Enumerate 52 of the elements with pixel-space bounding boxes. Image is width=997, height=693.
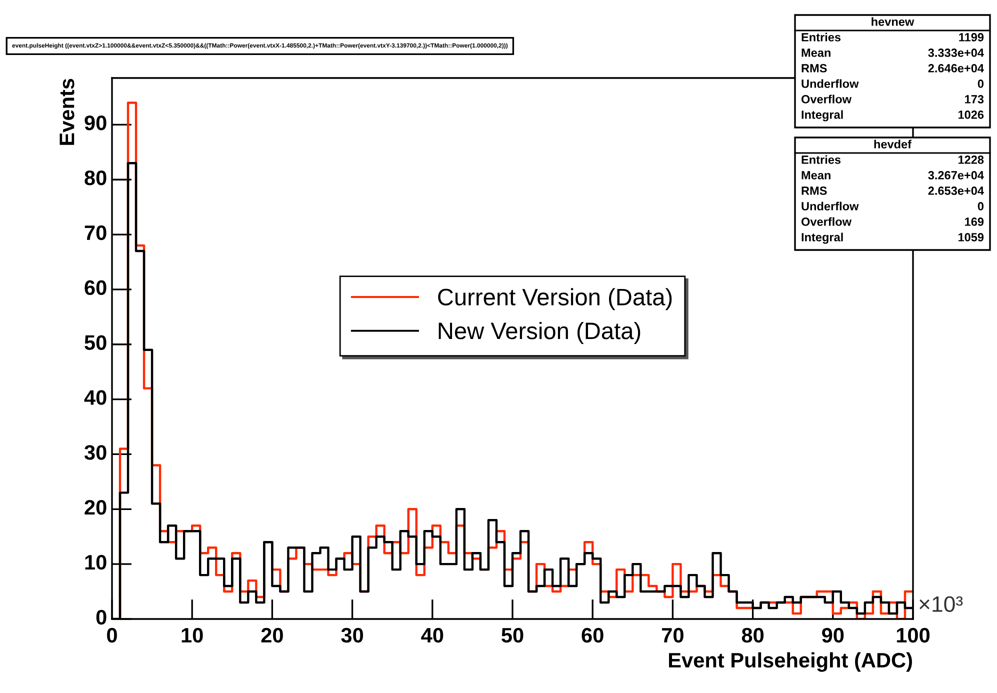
x-tick-label: 40: [421, 628, 444, 643]
text: 169: [965, 218, 984, 226]
text: Mean: [802, 48, 830, 57]
legend-label: Current Version (Data): [438, 288, 672, 310]
x-tick-label: 50: [502, 628, 524, 643]
text: 1228: [958, 156, 984, 164]
y-tick-label: 60: [84, 280, 106, 296]
annotation: Underflow: [802, 202, 859, 210]
annotation: Overflow: [801, 217, 852, 226]
annotation: Integral: [802, 232, 843, 244]
annotation: Integral: [802, 110, 843, 122]
annotation: Entries: [802, 155, 841, 164]
annotation: hevdef: [874, 140, 912, 148]
text: Entries: [802, 32, 841, 42]
text: 2.653e+04: [928, 186, 984, 195]
text: 1026: [958, 110, 984, 119]
x-tick-label: 100: [896, 628, 930, 643]
text: 1199: [959, 33, 984, 42]
y-tick-label: 20: [84, 500, 106, 515]
annotation: Mean: [802, 171, 830, 180]
annotation: Overflow: [801, 94, 852, 104]
x-tick-label: 70: [662, 628, 684, 643]
text: hevnew: [872, 17, 914, 26]
text: 2.646e+04: [928, 64, 984, 72]
x-tick-label: 90: [822, 628, 844, 643]
y-tick-label: 10: [85, 554, 106, 570]
y-axis-title: Events: [60, 78, 74, 145]
y-tick-label: 70: [84, 225, 106, 240]
x-tick-label: 10: [182, 628, 203, 643]
x-tick-label: 20: [261, 628, 283, 643]
x-tick-label: 60: [582, 628, 604, 643]
text: ×10³: [920, 596, 963, 612]
text: 3.267e+04: [928, 171, 984, 180]
y-tick-label: 0: [96, 610, 106, 625]
text: 0: [978, 202, 984, 210]
text: 0: [978, 80, 984, 88]
y-tick-label: 50: [84, 335, 106, 350]
x-tick-label: 80: [742, 628, 764, 643]
text: 173: [965, 95, 984, 104]
text: 3.333e+04: [928, 48, 984, 57]
y-tick-label: 30: [84, 445, 106, 460]
y-tick-label: 90: [84, 116, 106, 130]
x-tick-label: 0: [107, 628, 117, 643]
legend-label: New Version (Data): [438, 322, 640, 344]
x-axis-title: Event Pulseheight (ADC): [669, 652, 912, 672]
text: 1059: [958, 233, 984, 242]
text: RMS: [802, 64, 827, 72]
y-tick-label: 80: [84, 170, 106, 186]
annotation: Underflow: [802, 79, 859, 88]
y-tick-label: 40: [84, 390, 106, 405]
annotation: RMS: [802, 186, 827, 195]
x-tick-label: 30: [341, 628, 364, 643]
